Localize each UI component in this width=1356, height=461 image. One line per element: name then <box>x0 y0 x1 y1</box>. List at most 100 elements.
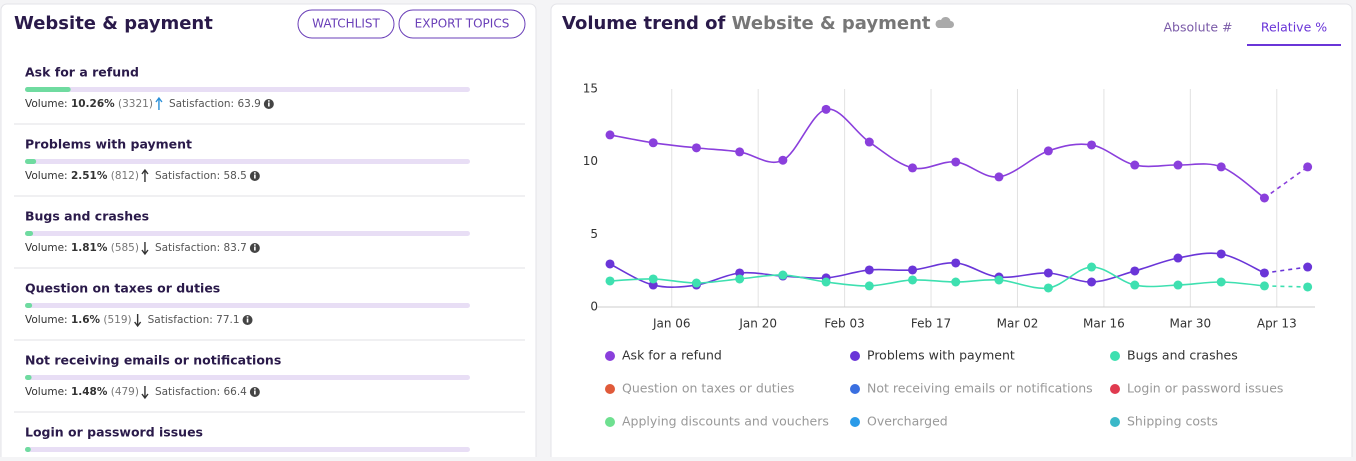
legend-label[interactable]: Bugs and crashes <box>1127 348 1238 363</box>
data-point <box>864 265 874 275</box>
info-icon-i <box>254 390 256 395</box>
chart-title-topic: Website & payment <box>732 13 931 34</box>
data-point <box>778 155 788 165</box>
volume-prefix: Volume: <box>25 98 68 110</box>
info-icon-dot <box>254 388 256 390</box>
trend-arrow <box>134 314 142 328</box>
legend-marker[interactable] <box>605 417 615 427</box>
satisfaction-value: 83.7 <box>223 242 246 254</box>
watchlist-label[interactable]: WATCHLIST <box>312 17 380 31</box>
data-point <box>821 104 831 114</box>
info-icon-i <box>254 174 256 179</box>
legend-label[interactable]: Ask for a refund <box>622 348 722 363</box>
volume-prefix: Volume: <box>25 314 68 326</box>
y-tick-label: 5 <box>590 227 598 241</box>
series-line <box>609 108 1265 199</box>
legend-label[interactable]: Overcharged <box>867 414 948 429</box>
info-icon-i <box>246 318 249 323</box>
x-tick-label: Feb 17 <box>911 317 951 331</box>
volume-count: (585) <box>111 242 139 254</box>
volume-line: Volume: 2.51% (812) <box>25 170 139 182</box>
data-point <box>1173 253 1183 263</box>
satisfaction-line: Satisfaction: 83.7 <box>155 242 247 254</box>
volume-value: 1.6% <box>71 314 101 326</box>
legend-marker[interactable] <box>1110 417 1120 427</box>
data-point <box>648 274 658 284</box>
data-point <box>1130 266 1140 276</box>
panel-title: Website & payment <box>14 13 213 34</box>
data-point <box>908 265 918 275</box>
volume-track <box>25 159 470 164</box>
legend-marker[interactable] <box>605 351 615 361</box>
data-point <box>864 137 874 147</box>
trend-arrow <box>141 242 149 256</box>
topic-name[interactable]: Login or password issues <box>25 425 203 440</box>
legend-marker[interactable] <box>1110 351 1120 361</box>
volume-line: Volume: 1.6% (519) <box>25 314 132 326</box>
data-point <box>1130 280 1140 290</box>
watchlist-button[interactable] <box>297 9 395 39</box>
export-button[interactable] <box>398 9 526 39</box>
topic-name[interactable]: Question on taxes or duties <box>25 281 220 296</box>
volume-count: (519) <box>103 314 131 326</box>
data-point <box>691 143 701 153</box>
legend-label[interactable]: Shipping costs <box>1127 414 1218 429</box>
data-point <box>605 130 615 140</box>
volume-count: (479) <box>111 386 139 398</box>
topic-name[interactable]: Problems with payment <box>25 137 192 152</box>
data-point <box>605 276 615 286</box>
topic-name[interactable]: Not receiving emails or notifications <box>25 353 281 368</box>
legend-marker[interactable] <box>605 384 615 394</box>
data-point <box>1303 162 1313 172</box>
volume-count: (3321) <box>118 98 153 110</box>
volume-bar <box>25 447 31 452</box>
legend-label[interactable]: Problems with payment <box>867 348 1015 363</box>
volume-value: 1.81% <box>71 242 108 254</box>
data-point <box>1259 193 1269 203</box>
volume-track <box>25 231 470 236</box>
cloud-icon <box>935 16 954 28</box>
data-point <box>1043 268 1053 278</box>
data-point <box>1130 160 1140 170</box>
satisfaction-line: Satisfaction: 58.5 <box>155 170 247 182</box>
data-point <box>1216 249 1226 259</box>
x-tick-label: Mar 16 <box>1083 317 1125 331</box>
series-line <box>609 266 1265 290</box>
satisfaction-prefix: Satisfaction: <box>148 314 213 326</box>
legend-marker[interactable] <box>850 384 860 394</box>
data-point <box>735 147 745 157</box>
volume-line: Volume: 10.26% (3321) <box>25 98 153 110</box>
tab-label[interactable]: Relative % <box>1261 20 1327 35</box>
satisfaction-value: 66.4 <box>223 386 247 398</box>
legend-label[interactable]: Question on taxes or duties <box>622 381 794 396</box>
legend-marker[interactable] <box>850 351 860 361</box>
data-point <box>691 278 701 288</box>
data-point <box>1303 262 1313 272</box>
chart-title-prefix: Volume trend of <box>562 13 726 34</box>
data-point <box>821 277 831 287</box>
export-label[interactable]: EXPORT TOPICS <box>415 17 510 31</box>
legend-label[interactable]: Applying discounts and vouchers <box>622 414 829 429</box>
trend-arrow <box>141 168 149 182</box>
topic-name[interactable]: Ask for a refund <box>25 65 139 80</box>
data-point <box>908 163 918 173</box>
legend-marker[interactable] <box>850 417 860 427</box>
tab-label[interactable]: Absolute # <box>1163 20 1232 35</box>
data-point <box>1043 146 1053 156</box>
data-point <box>951 258 961 268</box>
satisfaction-prefix: Satisfaction: <box>155 242 220 254</box>
data-point <box>951 157 961 167</box>
info-icon-dot <box>268 100 270 102</box>
volume-bar <box>25 87 71 92</box>
topic-name[interactable]: Bugs and crashes <box>25 209 149 224</box>
volume-prefix: Volume: <box>25 386 68 398</box>
legend-label[interactable]: Not receiving emails or notifications <box>867 381 1093 396</box>
data-point <box>1043 283 1053 293</box>
volume-track <box>25 375 470 380</box>
satisfaction-prefix: Satisfaction: <box>155 386 220 398</box>
legend-marker[interactable] <box>1110 384 1120 394</box>
data-point <box>1087 277 1097 287</box>
legend-label[interactable]: Login or password issues <box>1127 381 1283 396</box>
volume-value: 2.51% <box>71 170 108 182</box>
